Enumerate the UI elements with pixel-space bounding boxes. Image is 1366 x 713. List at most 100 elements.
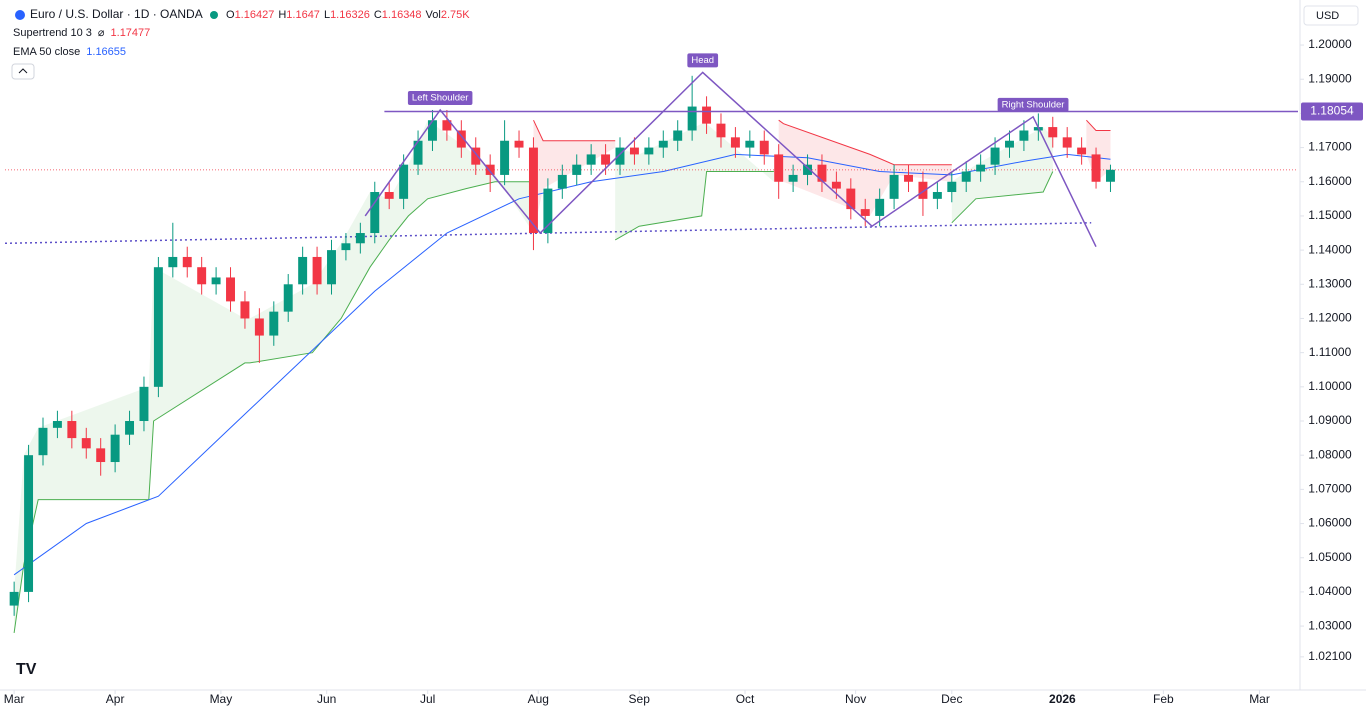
candle-body <box>370 192 380 234</box>
x-tick-label: Jun <box>317 692 336 706</box>
candle-body <box>658 140 668 148</box>
x-tick-label: Mar <box>4 692 25 706</box>
x-tick-label: Oct <box>736 692 755 706</box>
candle-body <box>1091 154 1101 182</box>
candle-body <box>254 318 264 336</box>
y-tick-label: 1.19000 <box>1308 71 1352 85</box>
candle-body <box>485 164 495 175</box>
indicator-value: 1.16655 <box>86 46 126 58</box>
indicator-label: EMA 50 close <box>13 46 80 58</box>
currency: USD <box>1316 10 1339 22</box>
candle-body <box>615 147 625 165</box>
x-tick-label: Nov <box>845 692 866 706</box>
logo: TV <box>16 661 37 678</box>
symbol: Euro / U.S. Dollar · 1D · OANDA <box>30 7 203 21</box>
y-tick-label: 1.11000 <box>1309 345 1352 359</box>
y-tick-label: 1.08000 <box>1308 447 1352 461</box>
y-tick-label: 1.06000 <box>1308 516 1352 530</box>
candle-body <box>67 421 77 439</box>
x-tick-label: Feb <box>1153 692 1174 706</box>
candle-body <box>846 188 856 210</box>
currency-button[interactable] <box>1303 5 1359 26</box>
supertrend-fill <box>533 120 616 233</box>
candle-body <box>947 181 957 193</box>
candle-body <box>153 267 163 387</box>
candle-body <box>875 198 885 216</box>
y-tick-label: 1.13000 <box>1308 276 1352 290</box>
y-tick-label: 1.03000 <box>1308 618 1352 632</box>
indicator-label: Supertrend 10 3 <box>13 27 92 39</box>
candle-body <box>745 140 755 148</box>
quote-label: L <box>324 9 330 21</box>
candle-body <box>298 256 308 285</box>
candle-body <box>125 421 135 435</box>
indicator-legend: Supertrend 10 3 ⌀ 1.17477 <box>13 27 150 39</box>
volume-label: Vol <box>426 9 441 21</box>
candle-body <box>52 421 62 428</box>
supertrend-fill <box>951 127 1053 223</box>
candle-body <box>572 164 582 175</box>
candle-body <box>456 130 466 148</box>
quote-label: H <box>278 9 286 21</box>
candle-body <box>644 147 654 155</box>
quote-label: C <box>374 9 382 21</box>
y-tick-label: 1.12000 <box>1308 311 1352 325</box>
y-tick-label: 1.17000 <box>1308 140 1352 154</box>
candle-body <box>543 188 553 234</box>
pattern-label-box <box>407 90 473 105</box>
quote-line: O1.16427 H1.1647 L1.16326 C1.16348 Vol2.75K <box>226 9 470 21</box>
candle-body <box>803 164 813 175</box>
indicator-value: 1.17477 <box>111 27 151 39</box>
quote-value: 1.16326 <box>330 9 370 21</box>
y-tick-label: 1.15000 <box>1308 208 1352 222</box>
candle-body <box>226 277 235 302</box>
x-tick-label: Apr <box>106 692 125 706</box>
neckline-label: 1.18054 <box>1310 104 1354 118</box>
candle-body <box>413 140 423 165</box>
candle-body <box>240 301 250 319</box>
candle-body <box>1062 137 1072 148</box>
candle-body <box>471 147 481 165</box>
x-tick-label: Mar <box>1249 692 1270 706</box>
candle-body <box>889 174 899 199</box>
x-tick-label: Sep <box>629 692 651 706</box>
candle-body <box>327 250 336 285</box>
candle-body <box>38 427 48 456</box>
pattern-label: Right Shoulder <box>1002 99 1065 110</box>
candle-body <box>283 284 293 312</box>
candle-body <box>687 106 697 131</box>
candle-body <box>774 154 784 182</box>
candle-body <box>168 256 178 268</box>
pattern-label-box <box>997 97 1069 112</box>
candle-body <box>702 106 712 124</box>
candle-body <box>81 438 91 449</box>
trendline <box>4 222 1092 245</box>
candle-body <box>399 164 409 199</box>
candle-body <box>1019 130 1029 141</box>
candle-body <box>860 209 870 216</box>
candle-body <box>341 243 351 251</box>
candle-body <box>601 154 611 165</box>
y-tick-label: 1.16000 <box>1308 174 1352 188</box>
y-tick-label: 1.10000 <box>1308 379 1352 393</box>
volume-value: 2.75K <box>441 9 470 21</box>
candle-body <box>716 123 726 138</box>
supertrend-fill <box>14 120 534 633</box>
indicator-legend: EMA 50 close 1.16655 <box>13 46 126 58</box>
header-line: Euro / U.S. Dollar · 1D · OANDA <box>30 7 203 21</box>
candle-body <box>1077 147 1087 155</box>
y-tick-label: 1.09000 <box>1308 413 1352 427</box>
candle-body <box>1048 127 1058 138</box>
supertrend-fill <box>615 123 774 240</box>
candle-body <box>1005 140 1014 148</box>
y-tick-label: 1.20000 <box>1308 37 1352 51</box>
candle-body <box>197 267 207 285</box>
collapse-button[interactable] <box>11 63 35 80</box>
market-status <box>210 11 218 19</box>
symbol-icon <box>15 10 25 20</box>
candle-body <box>9 591 19 606</box>
candle-body <box>759 140 769 155</box>
indicator-symbol: ⌀ <box>98 27 105 39</box>
